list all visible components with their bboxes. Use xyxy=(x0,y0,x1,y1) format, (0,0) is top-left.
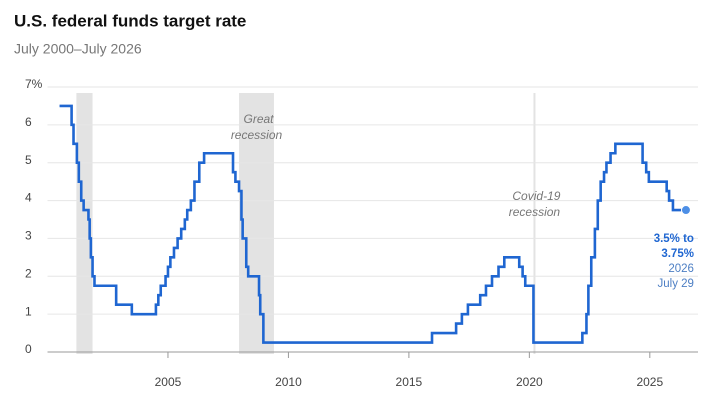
end-annotation: 2026 xyxy=(668,263,694,275)
y-tick-label: 4 xyxy=(25,191,32,205)
x-tick-label: 2020 xyxy=(516,375,543,389)
y-tick-label: 0 xyxy=(25,342,32,356)
x-tick-label: 2010 xyxy=(275,375,302,389)
end-point xyxy=(680,205,691,216)
y-tick-label: 2 xyxy=(25,266,32,280)
recession-band xyxy=(76,93,93,354)
y-tick-label: 5 xyxy=(25,153,32,167)
end-annotation: 3.75% xyxy=(661,248,694,260)
recession-label: recession xyxy=(509,205,561,219)
end-annotation: 3.5% to xyxy=(654,233,694,245)
y-tick-label: 3 xyxy=(25,229,32,243)
x-tick-label: 2015 xyxy=(396,375,423,389)
rate-line xyxy=(59,104,686,344)
recession-label: Covid-19 xyxy=(512,189,560,203)
x-tick-label: 2005 xyxy=(155,375,182,389)
recession-band xyxy=(533,93,536,354)
recession-label: Great xyxy=(243,112,274,126)
recession-label: recession xyxy=(231,128,283,142)
y-tick-label: 7% xyxy=(25,77,43,91)
y-tick-label: 1 xyxy=(25,304,32,318)
recession-band xyxy=(239,93,274,354)
end-annotation: July 29 xyxy=(658,278,694,290)
chart-title: U.S. federal funds target rate xyxy=(14,11,246,30)
y-tick-label: 6 xyxy=(25,115,32,129)
x-tick-label: 2025 xyxy=(636,375,663,389)
chart-subtitle: July 2000–July 2026 xyxy=(14,41,142,57)
